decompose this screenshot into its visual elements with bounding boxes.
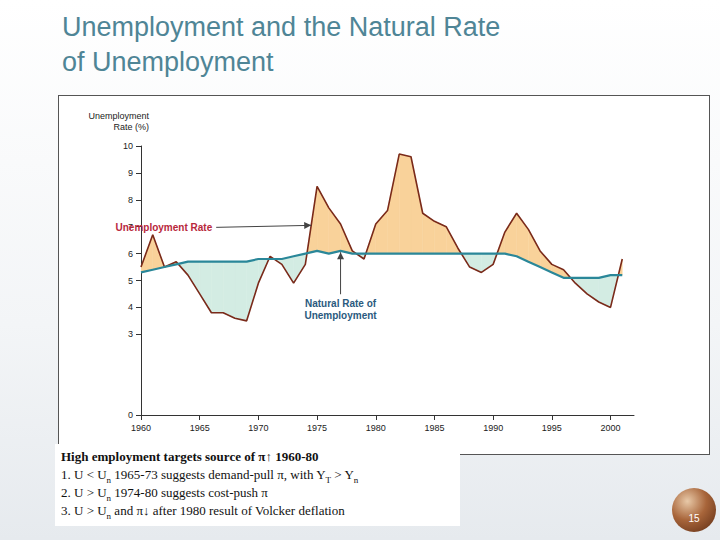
svg-text:1970: 1970 [248,423,268,433]
svg-text:Natural Rate of: Natural Rate of [305,298,377,309]
svg-text:1980: 1980 [366,423,386,433]
svg-text:1960: 1960 [131,423,151,433]
svg-text:1975: 1975 [307,423,327,433]
svg-text:Unemployment: Unemployment [304,310,377,321]
svg-text:4: 4 [128,302,133,312]
html-text:15: 15 [688,513,700,524]
svg-text:1990: 1990 [483,423,503,433]
svg-text:9: 9 [128,168,133,178]
svg-text:2000: 2000 [601,423,621,433]
html-text:3. U > Unand π↓ after 1980 res: 3. U > Unand π↓ after 1980 result of Vol… [61,503,345,521]
svg-text:1965: 1965 [190,423,210,433]
html-text:High employment targets source: High employment targets source of π↑ 196… [61,449,319,464]
html-text:2. U > Un1974-80 suggests cost: 2. U > Un1974-80 suggests cost-push π [61,485,268,503]
svg-text:1995: 1995 [542,423,562,433]
svg-text:5: 5 [128,276,133,286]
svg-text:8: 8 [128,195,133,205]
svg-text:3: 3 [128,329,133,339]
svg-text:10: 10 [123,141,133,151]
svg-text:Unemployment: Unemployment [88,111,149,121]
svg-text:6: 6 [128,249,133,259]
html-text:Unemployment and the Natural R: Unemployment and the Natural Rate of Une… [62,12,501,77]
html-text:1. U < Un1965-73 suggests dema: 1. U < Un1965-73 suggests demand-pull π,… [61,467,359,485]
svg-text:0: 0 [128,410,133,420]
svg-text:1985: 1985 [424,423,444,433]
svg-text:Rate (%): Rate (%) [113,122,149,132]
svg-text:Unemployment Rate: Unemployment Rate [116,222,213,233]
